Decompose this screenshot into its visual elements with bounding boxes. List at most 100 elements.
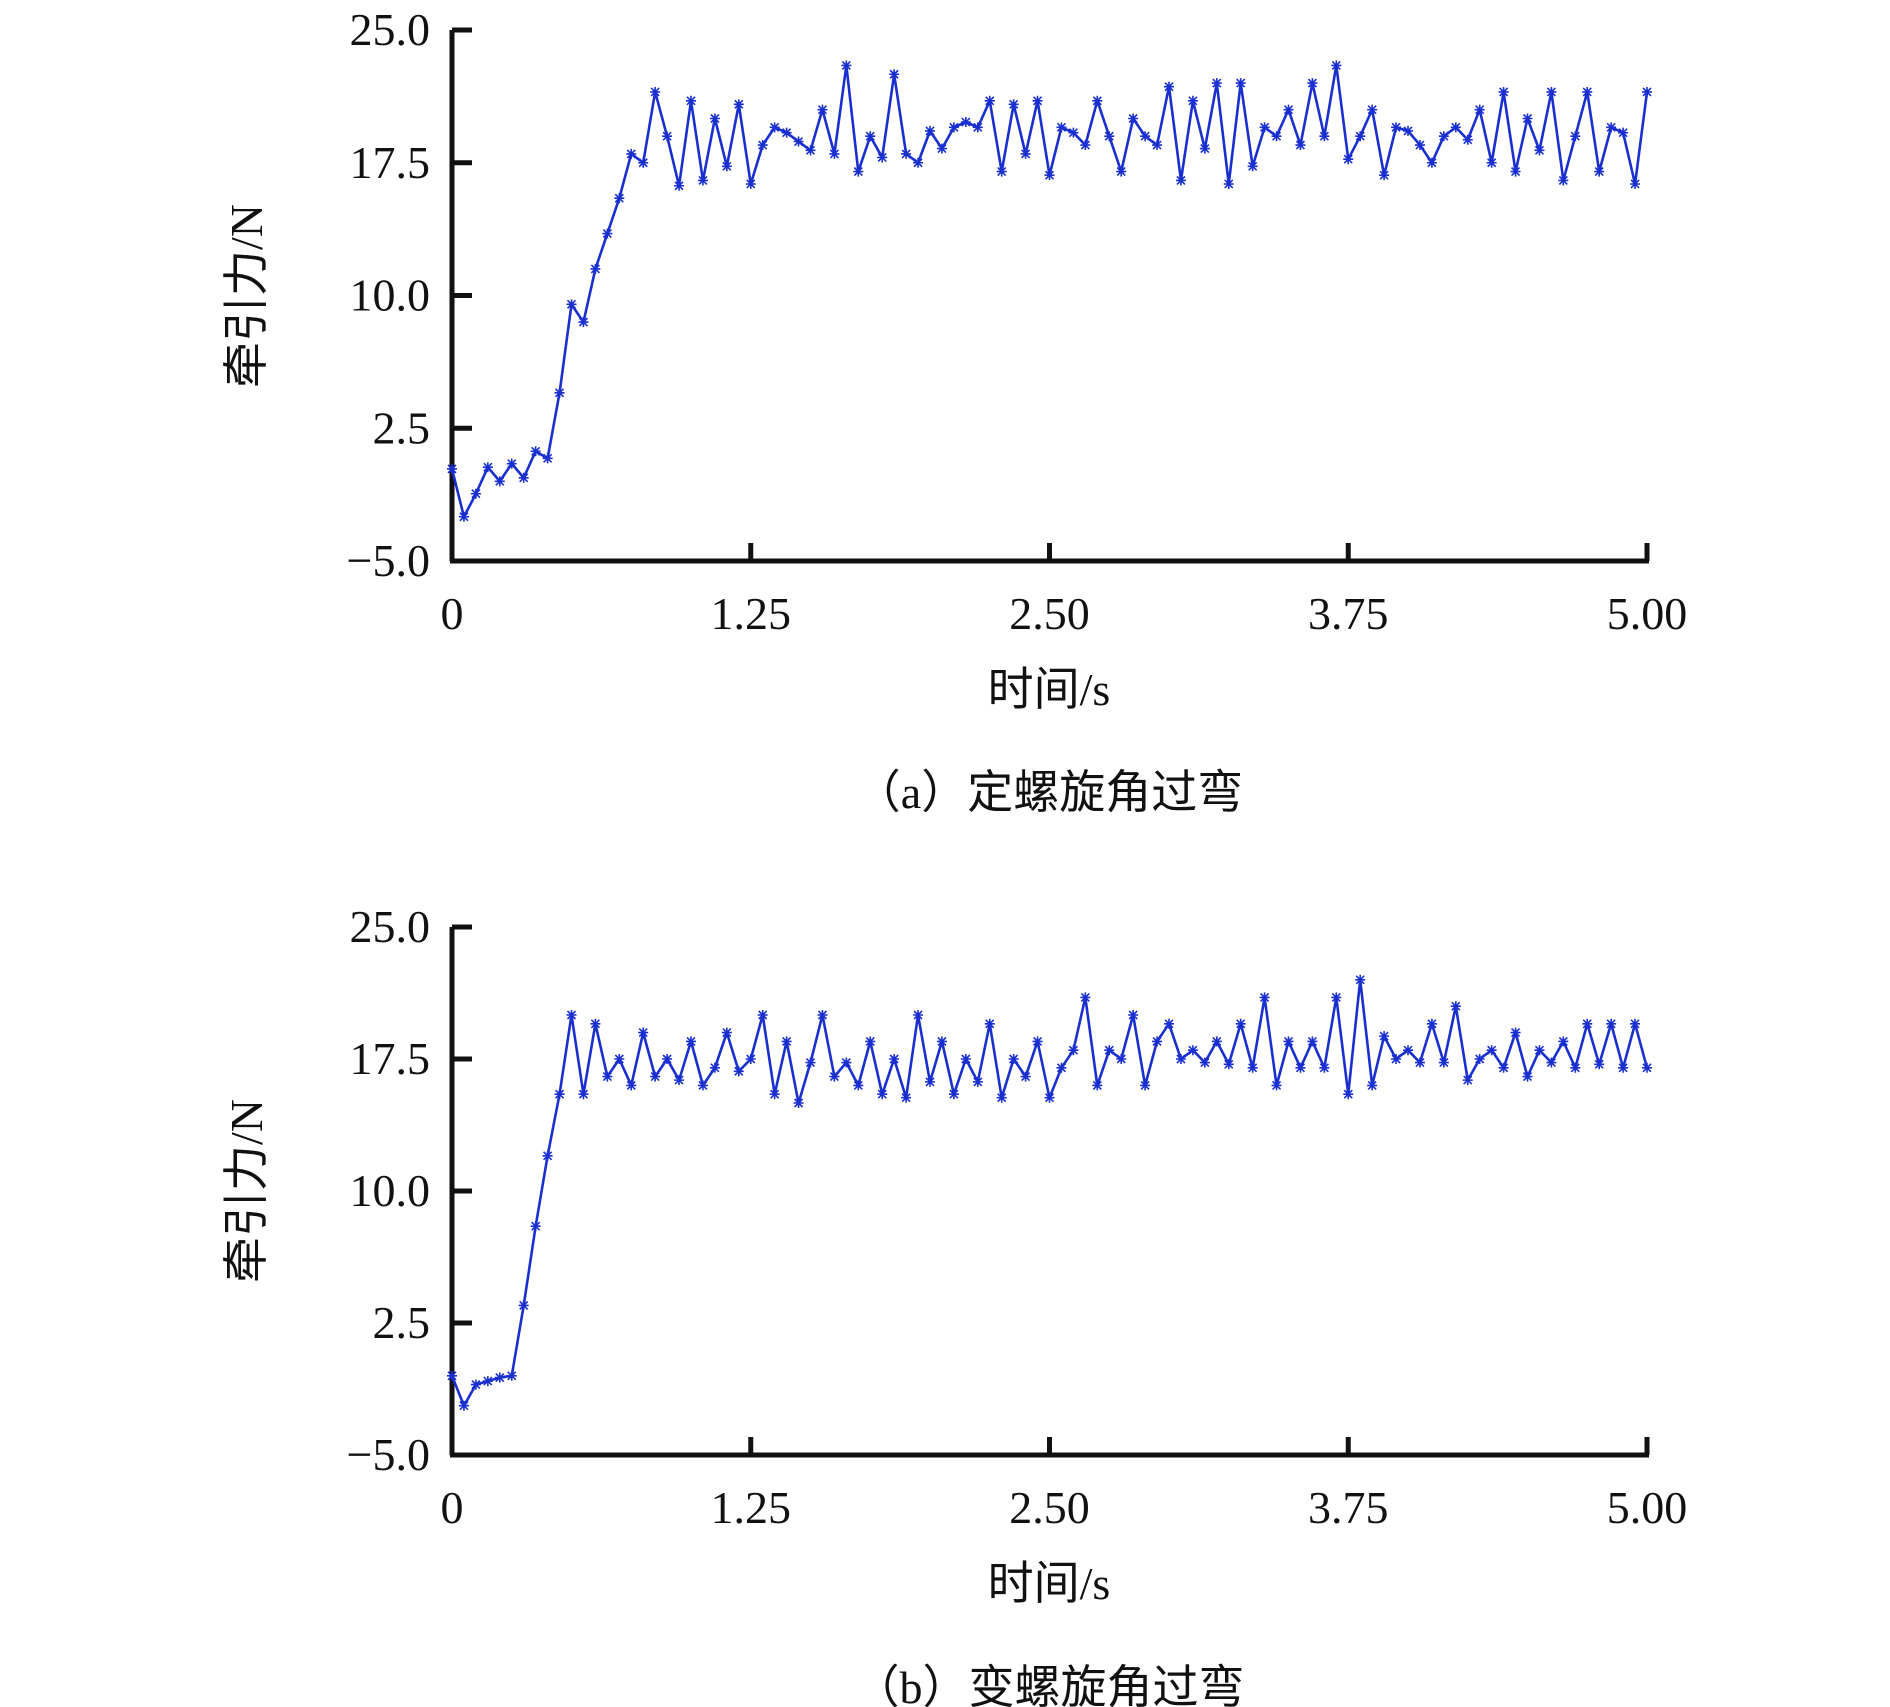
data-point bbox=[1570, 1062, 1581, 1073]
data-point bbox=[686, 95, 696, 106]
y-tick-label: 17.5 bbox=[350, 137, 431, 188]
x-tick-label: 5.00 bbox=[1607, 1482, 1688, 1533]
data-point bbox=[1367, 1080, 1378, 1091]
data-point bbox=[470, 1379, 481, 1390]
data-point bbox=[1558, 1036, 1569, 1047]
data-point bbox=[518, 472, 529, 483]
data-point bbox=[829, 148, 840, 159]
data-point bbox=[889, 69, 900, 80]
x-tick-label: 2.50 bbox=[1009, 588, 1090, 639]
data-point bbox=[1175, 1054, 1186, 1064]
y-axis-label: 牵引力/N bbox=[221, 204, 272, 388]
caption-a: （a）定螺旋角过弯 bbox=[855, 767, 1243, 818]
data-point bbox=[1546, 1057, 1557, 1068]
data-point bbox=[1630, 178, 1641, 189]
data-point bbox=[1259, 992, 1270, 1003]
data-point bbox=[709, 113, 720, 124]
data-point bbox=[542, 453, 553, 464]
data-point bbox=[1187, 1045, 1198, 1056]
data-point bbox=[1104, 131, 1115, 142]
x-tick-label: 0 bbox=[441, 588, 464, 639]
data-point bbox=[733, 99, 744, 110]
data-point bbox=[1379, 170, 1390, 181]
y-tick-label: 2.5 bbox=[373, 1297, 431, 1348]
data-point bbox=[1534, 1045, 1545, 1056]
data-point bbox=[1534, 145, 1545, 156]
data-point bbox=[638, 1027, 649, 1038]
data-point bbox=[1486, 157, 1497, 168]
y-tick-label: 10.0 bbox=[350, 1165, 431, 1216]
data-point bbox=[1199, 1057, 1210, 1068]
data-point bbox=[1414, 140, 1425, 151]
data-point bbox=[865, 131, 876, 142]
y-axis-label: 牵引力/N bbox=[221, 1099, 272, 1283]
data-point bbox=[960, 1054, 971, 1064]
data-point bbox=[530, 1221, 541, 1232]
data-point bbox=[1474, 1054, 1485, 1064]
data-point bbox=[638, 157, 649, 168]
data-point bbox=[889, 1054, 900, 1064]
data-point bbox=[1008, 99, 1019, 110]
x-tick-label: 2.50 bbox=[1009, 1482, 1090, 1533]
data-point bbox=[1008, 1054, 1019, 1064]
data-point bbox=[1403, 125, 1413, 136]
data-point bbox=[1462, 1075, 1473, 1086]
data-point bbox=[542, 1150, 553, 1161]
data-point bbox=[1630, 1018, 1641, 1029]
data-point bbox=[1546, 86, 1557, 97]
data-point bbox=[817, 104, 828, 115]
data-point bbox=[578, 1089, 589, 1100]
data-point bbox=[590, 263, 601, 274]
data-point bbox=[650, 1071, 661, 1082]
data-point bbox=[1570, 131, 1581, 142]
data-point bbox=[757, 1010, 768, 1020]
data-point bbox=[1438, 131, 1449, 142]
data-point bbox=[1474, 104, 1485, 115]
data-point bbox=[996, 166, 1007, 177]
data-point bbox=[1331, 60, 1342, 71]
data-point bbox=[1247, 1062, 1258, 1073]
data-point bbox=[1164, 1018, 1174, 1029]
data-point bbox=[769, 122, 780, 133]
series-line bbox=[450, 978, 1649, 1408]
data-point bbox=[1642, 86, 1652, 97]
data-point bbox=[984, 95, 995, 106]
data-point bbox=[494, 476, 505, 487]
panel-a: 牵引力/N 时间/s （a）定螺旋角过弯 −5.0 2.5 10.0 17.5 25.0… bbox=[221, 4, 1687, 818]
x-axis-label: 时间/s bbox=[988, 664, 1111, 715]
data-point bbox=[817, 1010, 828, 1020]
data-point bbox=[1104, 1045, 1115, 1056]
data-point bbox=[1092, 95, 1103, 106]
data-point bbox=[1116, 166, 1127, 177]
data-point bbox=[948, 122, 959, 133]
data-point bbox=[1295, 1062, 1306, 1073]
data-point bbox=[913, 1010, 924, 1020]
data-point bbox=[1558, 175, 1569, 186]
data-point bbox=[1044, 1092, 1055, 1103]
data-point bbox=[626, 1080, 637, 1091]
data-point bbox=[1020, 1071, 1031, 1082]
panel-b: 牵引力/N 时间/s （b）变螺旋角过弯 −5.0 2.5 10.0 17.5 25.0… bbox=[221, 901, 1687, 1707]
data-point bbox=[936, 1036, 947, 1047]
data-point bbox=[745, 178, 756, 189]
data-point bbox=[972, 122, 983, 133]
data-point bbox=[506, 1370, 517, 1381]
data-point bbox=[972, 1076, 983, 1087]
data-point bbox=[841, 1057, 852, 1068]
data-point bbox=[1403, 1045, 1413, 1056]
data-point bbox=[1582, 1018, 1593, 1029]
data-point bbox=[1343, 154, 1354, 165]
data-point bbox=[458, 1400, 469, 1411]
data-point bbox=[614, 193, 625, 204]
data-point bbox=[721, 1027, 732, 1038]
data-point bbox=[1498, 1062, 1509, 1073]
data-point bbox=[853, 1080, 864, 1091]
data-point bbox=[1343, 1089, 1354, 1100]
data-point bbox=[447, 463, 457, 474]
data-point bbox=[841, 60, 852, 71]
data-point bbox=[1391, 1054, 1402, 1064]
data-point bbox=[984, 1018, 995, 1029]
data-point bbox=[781, 127, 792, 138]
data-point bbox=[494, 1372, 505, 1383]
